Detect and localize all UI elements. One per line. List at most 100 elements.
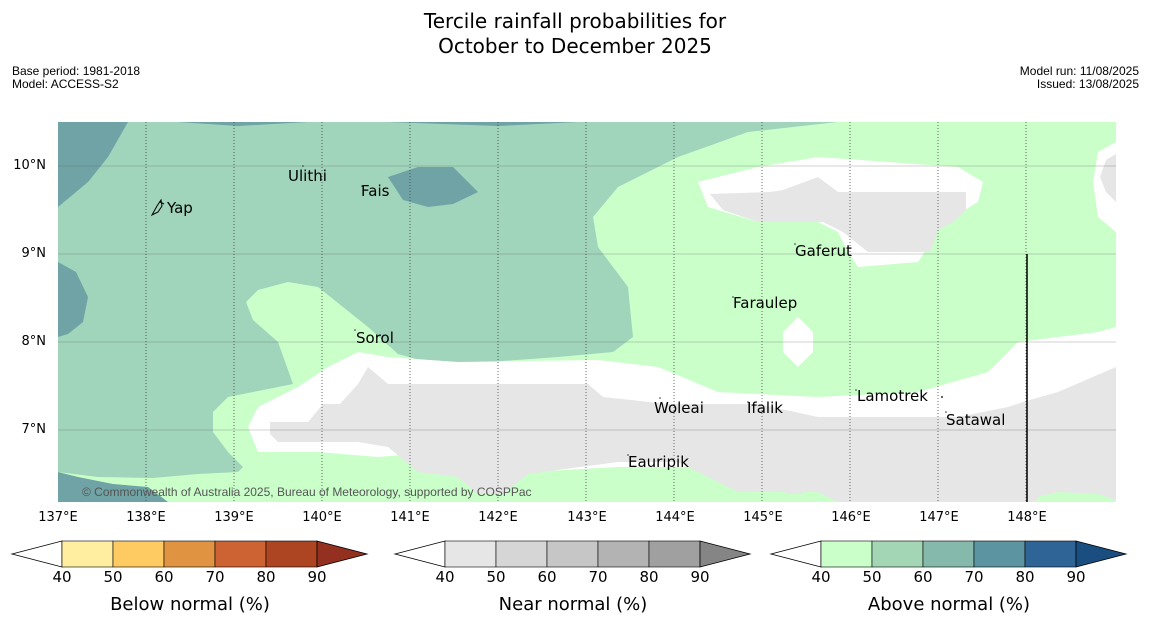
- colorbar-tick-label: 80: [256, 568, 276, 586]
- lon-label-137e: 137°E: [38, 510, 78, 525]
- colorbar-tick-label: 40: [811, 568, 831, 586]
- colorbar-under-triangle: [10, 540, 63, 568]
- colorbar-swatch: [922, 540, 975, 568]
- colorbar-over-triangle: [1075, 540, 1128, 568]
- colorbar-tick-label: 50: [103, 568, 123, 586]
- island-dots: [302, 165, 947, 456]
- above-50-region: [58, 122, 1116, 478]
- colorbar-swatch: [495, 540, 548, 568]
- colorbar-tick-label: 60: [913, 568, 933, 586]
- lon-label-147e: 147°E: [919, 510, 959, 525]
- colorbar-swatch: [61, 540, 114, 568]
- colorbar-swatch: [597, 540, 650, 568]
- colorbar-tick-label: 90: [690, 568, 710, 586]
- place-woleai: Woleai: [654, 399, 704, 417]
- colorbar-tick-label: 50: [862, 568, 882, 586]
- place-yap: Yap: [167, 199, 193, 217]
- colorbar-swatch: [163, 540, 216, 568]
- colorbar-near-normal: 40 50 60 70 80 90 Near normal (%): [393, 538, 753, 628]
- near-40-region-north: [710, 177, 966, 252]
- above-60-region-south: [58, 472, 168, 502]
- near-40-region-south: [270, 367, 1116, 502]
- colorbar-tick-label: 70: [205, 568, 225, 586]
- colorbar-under-triangle: [393, 540, 446, 568]
- colorbar-swatch: [444, 540, 497, 568]
- lon-label-144e: 144°E: [655, 510, 695, 525]
- colorbar-below-label: Below normal (%): [110, 594, 270, 615]
- metadata-left: Base period: 1981-2018 Model: ACCESS-S2: [12, 65, 140, 91]
- colorbar-tick-label: 90: [307, 568, 327, 586]
- colorbar-swatch: [112, 540, 165, 568]
- colorbar-tick-label: 40: [435, 568, 455, 586]
- colorbar-above-normal: 40 50 60 70 80 90 Above normal (%): [769, 538, 1129, 628]
- yap-island-icon: [150, 198, 165, 217]
- colorbar-tick-label: 60: [537, 568, 557, 586]
- lon-label-146e: 146°E: [831, 510, 871, 525]
- longitude-gridlines: [145, 122, 1027, 502]
- colorbar-swatch: [214, 540, 267, 568]
- map-title: Tercile rainfall probabilities for Octob…: [0, 9, 1150, 59]
- colorbar-near-swatches: [393, 540, 752, 568]
- above-40-patch-south: [563, 474, 668, 502]
- colorbar-over-triangle: [699, 540, 752, 568]
- place-ulithi: Ulithi: [288, 167, 327, 185]
- colorbar-tick-label: 70: [964, 568, 984, 586]
- lon-label-141e: 141°E: [390, 510, 430, 525]
- colorbar-swatch: [265, 540, 318, 568]
- colorbar-swatch: [871, 540, 924, 568]
- lon-label-142e: 142°E: [478, 510, 518, 525]
- colorbar-below-normal: 40 50 60 70 80 90 Below normal (%): [10, 538, 370, 628]
- issued-date: Issued: 13/08/2025: [1036, 77, 1139, 91]
- colorbar-tick-label: 40: [52, 568, 72, 586]
- colorbar-tick-label: 60: [154, 568, 174, 586]
- lon-label-138e: 138°E: [126, 510, 166, 525]
- colorbar-near-ticks: 40 50 60 70 80 90: [393, 568, 753, 586]
- colorbar-below-ticks: 40 50 60 70 80 90: [10, 568, 370, 586]
- lon-label-148e: 148°E: [1007, 510, 1047, 525]
- metadata-right: Model run: 11/08/2025 Issued: 13/08/2025: [1020, 65, 1139, 91]
- lat-label-7n: 7°N: [21, 422, 47, 437]
- above-40-patch-se: [1036, 492, 1116, 502]
- colorbar-tick-label: 90: [1066, 568, 1086, 586]
- colorbar-below-swatches: [10, 540, 369, 568]
- colorbar-above-swatches: [769, 540, 1128, 568]
- model-name: Model: ACCESS-S2: [12, 77, 119, 91]
- above-60-region-north: [58, 122, 578, 207]
- colorbar-swatch: [973, 540, 1026, 568]
- model-run: Model run: 11/08/2025: [1019, 64, 1139, 78]
- place-ifalik: Ifalik: [747, 399, 783, 417]
- above-60-region-fais: [388, 167, 478, 207]
- title-line-1: Tercile rainfall probabilities for: [423, 9, 727, 33]
- place-faraulep: Faraulep: [733, 294, 798, 312]
- colorbar-tick-label: 80: [1015, 568, 1035, 586]
- colorbar-above-ticks: 40 50 60 70 80 90: [769, 568, 1129, 586]
- colorbar-swatch: [1024, 540, 1077, 568]
- colorbar-swatch: [820, 540, 873, 568]
- copyright-notice: © Commonwealth of Australia 2025, Bureau…: [82, 485, 532, 499]
- colorbar-swatch: [546, 540, 599, 568]
- colorbar-near-label: Near normal (%): [498, 594, 648, 615]
- colorbar-tick-label: 50: [486, 568, 506, 586]
- place-lamotrek: Lamotrek: [857, 387, 928, 405]
- lon-label-143e: 143°E: [567, 510, 607, 525]
- base-period: Base period: 1981-2018: [12, 64, 141, 78]
- lat-label-8n: 8°N: [21, 334, 47, 349]
- colorbar-above-label: Above normal (%): [867, 594, 1031, 615]
- lon-label-145e: 145°E: [743, 510, 783, 525]
- map-area[interactable]: Ulithi Fais Yap Gaferut Faraulep Sorol L…: [58, 122, 1116, 502]
- above-60-region-west: [58, 262, 88, 337]
- title-line-2: October to December 2025: [438, 34, 712, 58]
- place-satawal: Satawal: [946, 411, 1006, 429]
- lon-label-140e: 140°E: [302, 510, 342, 525]
- colorbar-under-triangle: [769, 540, 822, 568]
- colorbar-tick-label: 70: [588, 568, 608, 586]
- place-gaferut: Gaferut: [795, 242, 852, 260]
- probability-map: [58, 122, 1116, 502]
- place-sorol: Sorol: [356, 329, 394, 347]
- near-40-patch: [784, 472, 803, 494]
- place-eauripik: Eauripik: [628, 453, 689, 471]
- lon-label-139e: 139°E: [214, 510, 254, 525]
- lat-label-10n: 10°N: [13, 158, 46, 173]
- lat-label-9n: 9°N: [21, 246, 47, 261]
- colorbar-tick-label: 80: [639, 568, 659, 586]
